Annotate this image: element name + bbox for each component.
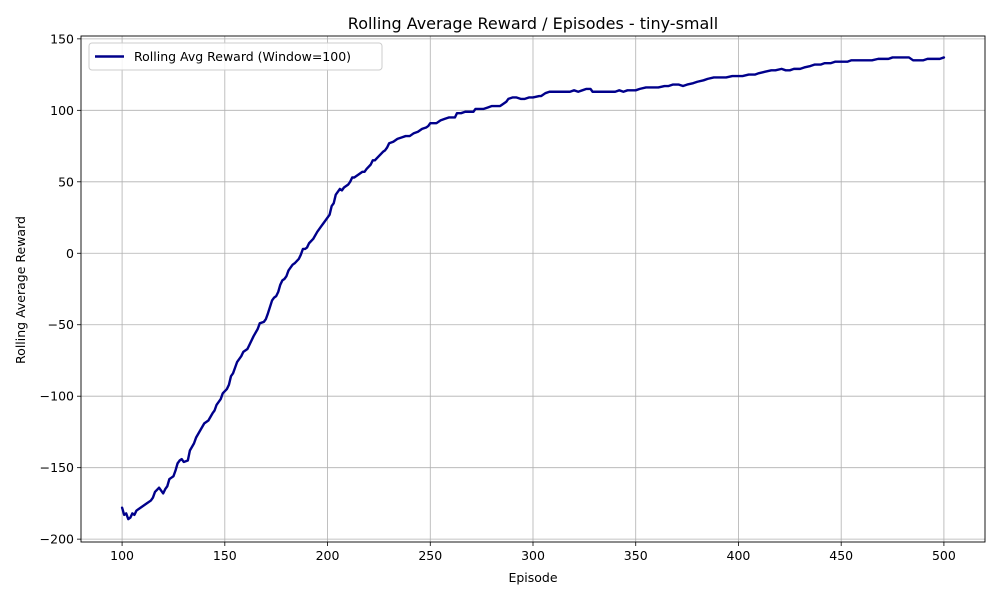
y-tick-label: −50 [48,317,74,332]
x-tick-label: 400 [727,548,751,563]
x-tick-label: 200 [316,548,340,563]
y-axis-ticks: −200 −150 −100 −50 0 50 100 150 [40,31,81,547]
y-tick-label: 150 [50,31,74,46]
series-layer [120,56,946,521]
y-tick-label: −150 [40,460,74,475]
x-tick-label: 450 [829,548,853,563]
grid [81,36,985,542]
x-tick-label: 350 [624,548,648,563]
legend-label: Rolling Avg Reward (Window=100) [134,49,351,64]
legend: Rolling Avg Reward (Window=100) [88,42,383,71]
x-tick-label: 100 [110,548,134,563]
chart-title: Rolling Average Reward / Episodes - tiny… [348,14,718,33]
y-axis-label: Rolling Average Reward [13,216,28,364]
y-tick-label: −200 [40,532,74,547]
y-tick-label: 100 [50,103,74,118]
x-axis-label: Episode [508,570,557,585]
x-tick-label: 300 [521,548,545,563]
x-tick-label: 500 [932,548,956,563]
y-tick-label: −100 [40,389,74,404]
legend-box [88,42,383,71]
x-tick-label: 150 [213,548,237,563]
rolling-reward-line [120,56,946,521]
y-tick-label: 50 [58,174,74,189]
y-tick-label: 0 [66,246,74,261]
x-axis-ticks: 100 150 200 250 300 350 400 450 500 [110,542,956,563]
x-tick-label: 250 [418,548,442,563]
